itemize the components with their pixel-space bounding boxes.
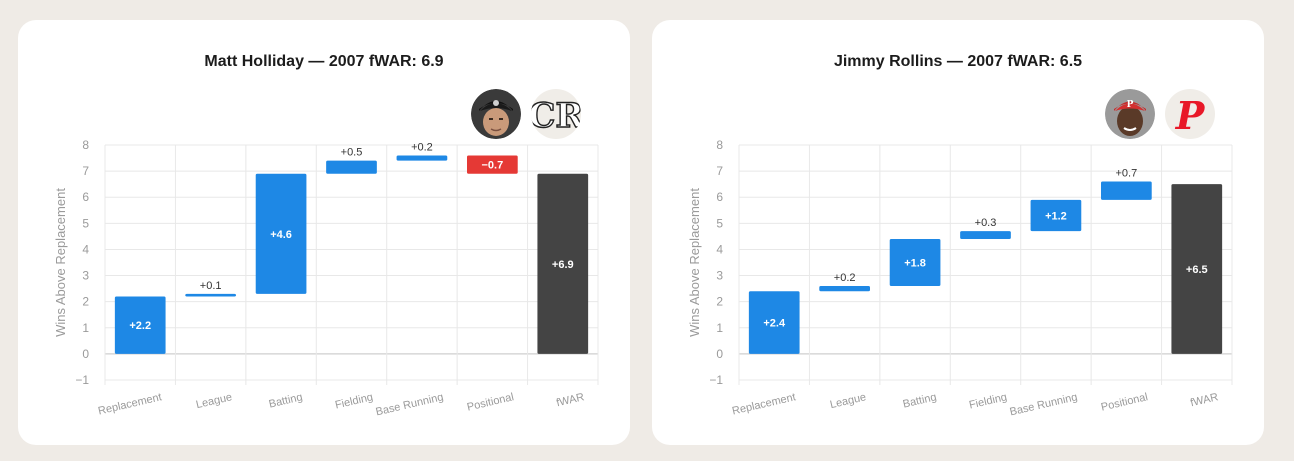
y-tick-label: −1 — [75, 373, 89, 387]
bar-league — [185, 293, 236, 297]
bar-positional — [1101, 181, 1152, 200]
y-tick-label: 8 — [716, 138, 723, 152]
y-tick-label: 4 — [716, 242, 723, 256]
player-headshot-phillies-icon: P — [1105, 89, 1155, 139]
x-tick-label: Replacement — [731, 391, 797, 417]
x-tick-label: Fielding — [334, 391, 374, 411]
y-tick-label: 6 — [82, 190, 89, 204]
bar-batting — [255, 173, 307, 294]
chart-title: Jimmy Rollins — 2007 fWAR: 6.5 — [833, 53, 1083, 70]
data-label: +6.5 — [1186, 264, 1208, 276]
philadelphia-phillies-logo-icon: P — [1165, 89, 1215, 139]
x-tick-label: League — [195, 391, 233, 411]
y-tick-label: 0 — [716, 347, 723, 361]
data-label: +0.2 — [834, 272, 856, 284]
bar-replacement — [114, 296, 166, 354]
data-label: +0.7 — [1115, 168, 1137, 180]
data-label: +0.2 — [411, 141, 433, 153]
bar-league — [819, 286, 870, 292]
x-tick-label: Positional — [1100, 391, 1149, 413]
y-tick-label: 5 — [716, 216, 723, 230]
data-label: +1.8 — [904, 258, 926, 270]
x-tick-label: Fielding — [968, 391, 1008, 411]
y-tick-label: 3 — [82, 269, 89, 283]
y-tick-label: 1 — [716, 321, 723, 335]
x-tick-label: Positional — [466, 391, 515, 413]
x-tick-label: Batting — [902, 391, 938, 410]
data-label: +0.1 — [200, 280, 222, 292]
y-tick-label: −1 — [709, 373, 723, 387]
x-tick-label: Base Running — [375, 391, 445, 418]
bar-batting — [889, 239, 941, 286]
bar-fwar — [537, 173, 589, 354]
y-tick-label: 8 — [82, 138, 89, 152]
y-axis-label: Wins Above Replacement — [687, 188, 702, 337]
data-label: +6.9 — [552, 259, 574, 271]
y-tick-label: 0 — [82, 347, 89, 361]
data-label: −0.7 — [481, 160, 503, 172]
bar-fielding — [326, 160, 377, 174]
x-tick-label: fWAR — [1189, 391, 1219, 409]
data-label: +1.2 — [1045, 211, 1067, 223]
chart-card-holliday: Matt Holliday — 2007 fWAR: 6.9 CR −1 0 1 2 3… — [18, 20, 630, 445]
waterfall-chart: −1 0 1 2 3 4 5 6 7 8 Wins Above Replacement +2.4 Rep… — [687, 138, 1233, 418]
team-logo-text: P — [1175, 93, 1206, 138]
bar-fwar — [1171, 184, 1223, 354]
data-label: +0.5 — [341, 147, 363, 159]
y-tick-label: 4 — [82, 242, 89, 256]
y-tick-label: 2 — [716, 295, 723, 309]
chart-card-rollins: Jimmy Rollins — 2007 fWAR: 6.5 P P −1 0 1 2… — [652, 20, 1264, 445]
bar-base-running — [1030, 199, 1082, 232]
y-tick-label: 6 — [716, 190, 723, 204]
y-tick-label: 7 — [716, 164, 723, 178]
data-label: +2.2 — [129, 320, 151, 332]
y-tick-label: 5 — [82, 216, 89, 230]
y-tick-label: 2 — [82, 295, 89, 309]
data-label: +4.6 — [270, 229, 292, 241]
data-label: +2.4 — [763, 318, 786, 330]
x-tick-label: fWAR — [555, 391, 585, 409]
x-tick-label: Replacement — [97, 391, 163, 417]
bar-replacement — [748, 291, 800, 354]
chart-title: Matt Holliday — 2007 fWAR: 6.9 — [204, 53, 444, 70]
data-label: +0.3 — [975, 217, 997, 229]
bar-fielding — [960, 231, 1011, 239]
y-axis-label: Wins Above Replacement — [53, 188, 68, 337]
y-tick-label: 3 — [716, 269, 723, 283]
x-tick-label: Base Running — [1009, 391, 1079, 418]
bar-base-running — [396, 155, 448, 161]
team-logo-text: CR — [531, 96, 581, 136]
waterfall-chart: −1 0 1 2 3 4 5 6 7 8 Wins Above Replacement +2.2 Rep… — [53, 138, 599, 418]
bar-positional — [467, 155, 518, 174]
player-headshot-rockies-icon — [471, 89, 521, 139]
y-tick-label: 7 — [82, 164, 89, 178]
colorado-rockies-logo-icon: CR — [531, 89, 581, 139]
x-tick-label: League — [829, 391, 867, 411]
svg-text:P: P — [1127, 100, 1134, 110]
x-tick-label: Batting — [268, 391, 304, 410]
y-tick-label: 1 — [82, 321, 89, 335]
